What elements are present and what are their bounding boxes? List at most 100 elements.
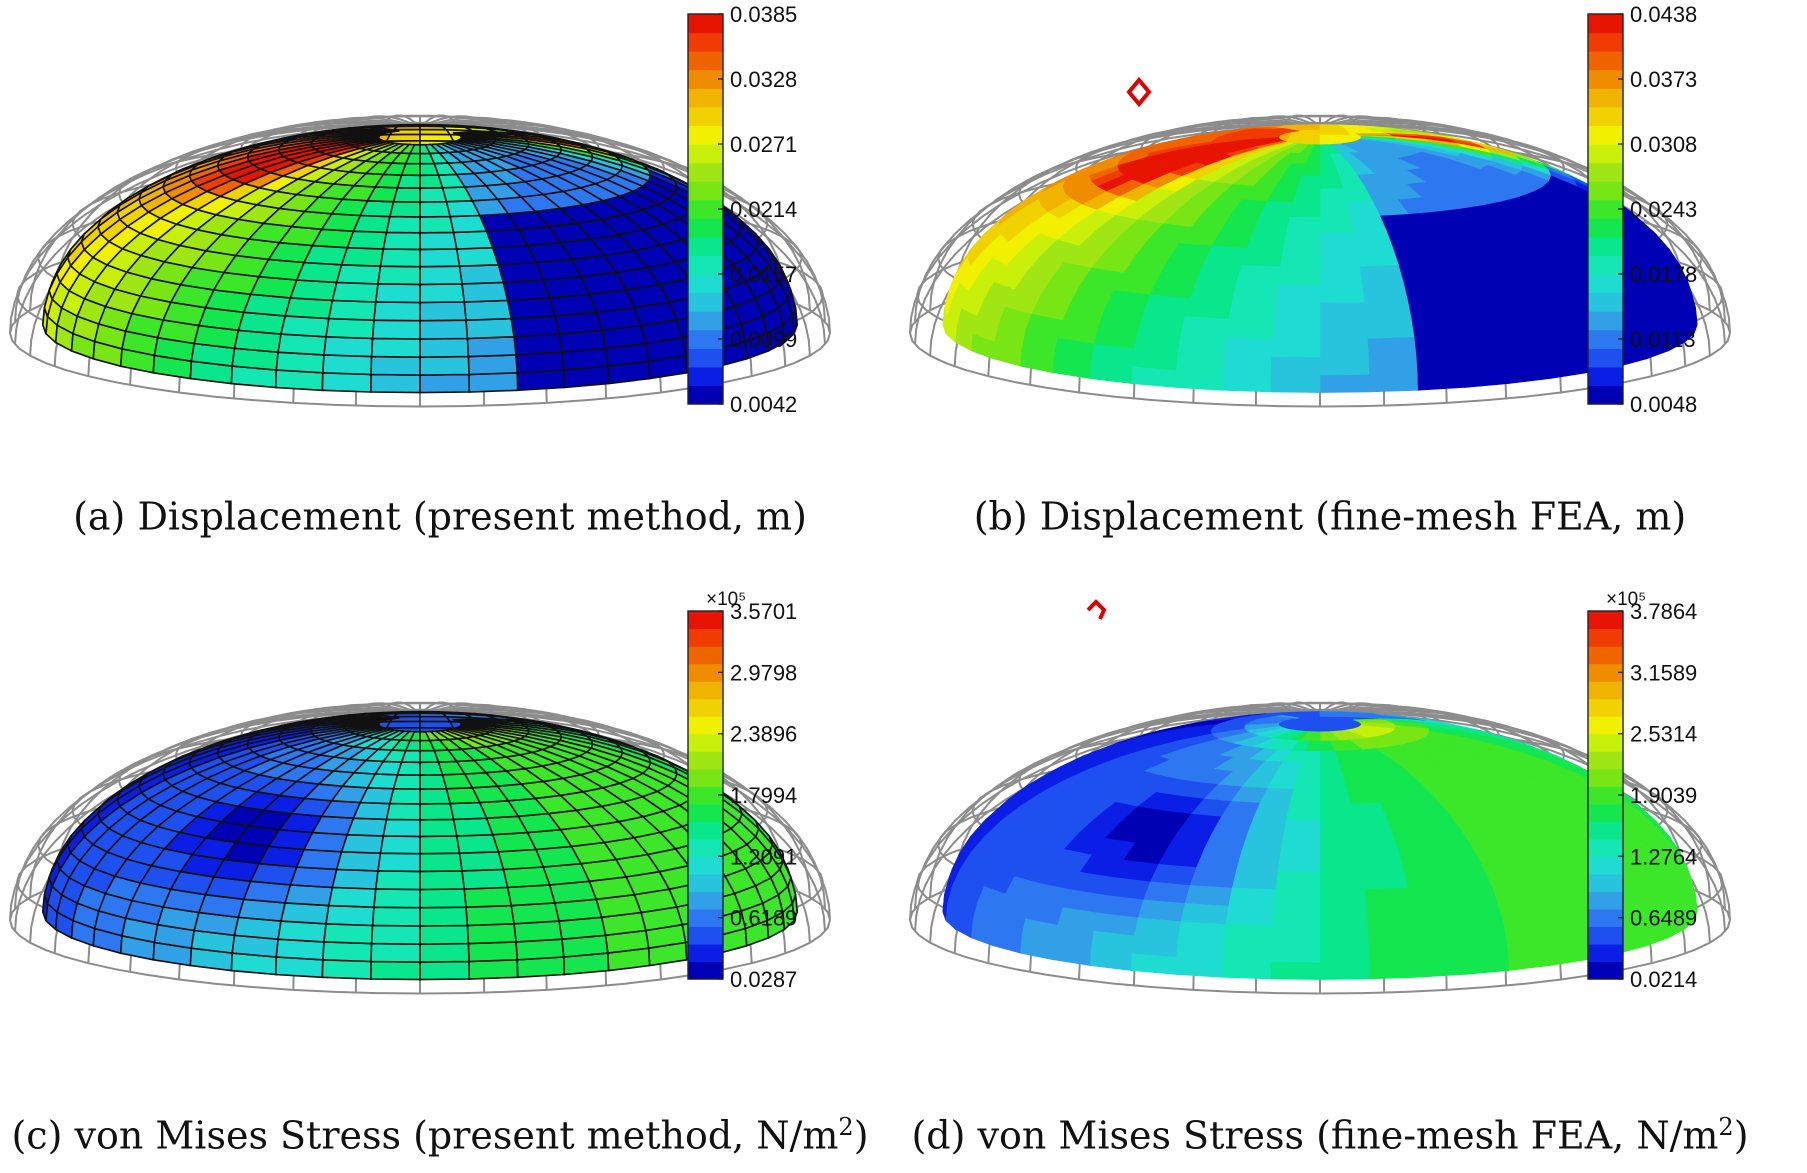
caption: (c) von Mises Stress (present method, N/… [11,1113,869,1158]
colorbar: 3.7864 3.1589 2.5314 1.9039 1.2764 0.6489 0.02… [1587,589,1697,992]
surface-cell [461,868,509,890]
colorbar-tick-label: 0.0214 [730,197,797,222]
surface-cell [1367,336,1417,357]
surface-cell [1356,247,1399,267]
surface-cell [419,852,463,873]
surface-cell [1196,262,1242,283]
wireframe-meridian [953,711,1292,887]
surface-cell [1297,174,1321,189]
surface-cell [1361,869,1408,890]
surface-cell [491,244,538,266]
colorbar-segment [1588,786,1623,805]
surface-cell [458,850,505,872]
surface-cell [346,817,388,837]
surface-cell [1272,319,1321,340]
surface-cell [331,281,379,303]
surface-cell [1349,802,1387,820]
surface-cell [455,833,500,855]
colorbar-segment [1588,255,1623,275]
deformed-surface [942,124,1698,393]
surface-cell [1319,716,1351,722]
colorbar-segment [688,329,723,349]
deformed-surface [41,710,799,981]
surface-cell [369,373,421,394]
surface-cell [1280,835,1321,855]
surface-cell [1319,788,1351,805]
colorbar-tick-label: 0.0438 [1630,2,1697,27]
surface-cell [1442,863,1490,886]
surface-cell [302,831,349,853]
surface-cell [1270,943,1321,963]
colorbar-segment [688,663,723,682]
dome-plot: 0.0438 0.0373 0.0308 0.0243 0.0178 0.0113 0.00… [908,2,1731,417]
surface-cell [1365,318,1415,339]
surface-cell [1442,276,1490,299]
surface-cell [352,801,391,821]
surface-cell [1319,961,1370,980]
surface-cell [419,337,470,359]
surface-cell [1319,870,1365,890]
colorbar-tick-label: 0.0328 [730,67,797,92]
caption: (d) von Mises Stress (fine-mesh FEA, N/m… [911,1113,1749,1158]
surface-cell [1319,803,1354,821]
colorbar-tick-label: 0.0214 [1630,967,1697,992]
colorbar-segment [1588,32,1623,52]
colorbar-segment [1588,181,1623,201]
colorbar-segment [688,181,723,201]
surface-cell [392,773,421,790]
surface-cell [467,941,519,963]
surface-cell [1363,300,1412,321]
colorbar-segment [688,162,723,182]
surface-cell [346,230,388,250]
surface-cell [275,938,325,961]
surface-cell [379,835,421,855]
surface-cell [513,333,563,356]
surface-cell [321,958,372,980]
colorbar-segment [1588,663,1623,682]
wireframe-meridian [914,713,1289,909]
colorbar-segment [1588,646,1623,665]
colorbar-segment [688,698,723,717]
colorbar-tick-label: 0.0042 [730,392,797,417]
colorbar-tick-label: 0.0178 [1630,262,1697,287]
surface-cell [396,761,421,776]
colorbar-segment [688,873,723,892]
surface-cell [340,833,385,855]
surface-cell [1319,133,1354,142]
surface-cell [1280,248,1321,268]
surface-cell [1253,802,1291,820]
surface-cell [1150,276,1198,299]
colorbar-segment [688,69,723,89]
wireframe-meridian [53,124,392,300]
surface-cell [1319,319,1368,340]
surface-cell [1289,201,1321,218]
colorbar-segment [688,88,723,108]
surface-cell [1363,887,1412,908]
wireframe-meridian [53,711,392,887]
surface-cell [385,215,421,234]
colorbar-segment [688,32,723,52]
surface-cell [1297,761,1321,776]
colorbar-segment [1588,236,1623,257]
colorbar-tick-label: 0.6189 [730,906,797,931]
colorbar-tick-label: 1.2764 [1630,844,1697,869]
colorbar-segment [688,255,723,275]
colorbar-segment [688,348,723,368]
surface-cell [377,852,421,873]
surface-cell [1319,906,1368,927]
colorbar-segment [1588,199,1623,219]
surface-cell [1319,888,1367,909]
surface-cell [277,920,327,943]
surface-cell [379,248,421,268]
surface-cell [419,787,452,805]
colorbar-segment [688,926,723,945]
colorbar-tick-label: 2.5314 [1630,722,1697,747]
colorbar-segment [688,125,723,145]
surface-cell [419,200,452,218]
surface-cell [419,802,455,821]
colorbar-tick-label: 2.3896 [730,722,797,747]
surface-cell [515,938,565,961]
surface-cell [1225,318,1275,339]
colorbar-segment [688,908,723,928]
surface-cell [1150,863,1198,886]
